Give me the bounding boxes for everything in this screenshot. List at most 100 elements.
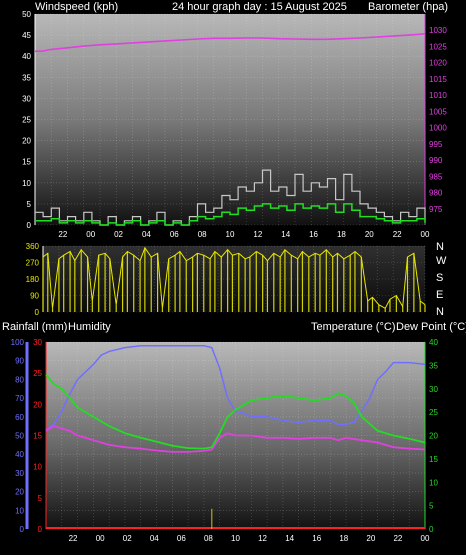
windspeed-axis-title: Windspeed (kph) <box>35 1 118 13</box>
temp-y-tick-label: 30 <box>429 385 438 394</box>
wind-y-tick-label: 20 <box>22 137 31 146</box>
temp-y-tick-label: 0 <box>429 525 434 534</box>
rain-y-tick-label: 0 <box>38 525 43 534</box>
wind-x-tick-label: 20 <box>365 230 374 239</box>
thd-x-tick-label: 22 <box>69 534 78 543</box>
temp-y-tick-label: 5 <box>429 502 434 511</box>
rainfall-axis-title: Rainfall (mm) <box>2 321 67 333</box>
thd-x-tick-label: 14 <box>285 534 294 543</box>
wind-x-tick-label: 14 <box>281 230 290 239</box>
barometer-y-tick-label: 1025 <box>429 42 447 51</box>
direction-label-e: E <box>436 289 443 301</box>
temperature-line <box>45 374 426 450</box>
rain-y-tick-label: 25 <box>33 369 42 378</box>
humidity-y-tick-label: 0 <box>20 525 25 534</box>
humidity-y-tick-label: 50 <box>15 432 24 441</box>
temperature-axis-title: Temperature (°C) <box>311 321 395 333</box>
humidity-y-tick-label: 30 <box>15 469 24 478</box>
dewpoint-line <box>45 425 426 453</box>
wind-direction-chart: 0 90 180 270 360 <box>26 242 426 317</box>
wind-x-tick-label: 04 <box>142 230 151 239</box>
wind-x-tick-label: 18 <box>337 230 346 239</box>
barometer-y-tick-label: 1005 <box>429 107 447 116</box>
barometer-y-tick-label: 1000 <box>429 124 447 133</box>
direction-line <box>42 246 426 309</box>
humidity-y-tick-label: 100 <box>11 338 25 347</box>
barometer-y-tick-label: 995 <box>429 140 443 149</box>
wind-y-tick-label: 35 <box>22 73 31 82</box>
direction-y-tick-label: 180 <box>26 275 40 284</box>
rain-y-tick-label: 20 <box>33 400 42 409</box>
wind-average-line <box>35 203 426 226</box>
direction-label-s: S <box>436 272 443 284</box>
thd-x-tick-label: 12 <box>258 534 267 543</box>
rain-y-tick-label: 5 <box>38 494 43 503</box>
temp-y-tick-label: 25 <box>429 408 438 417</box>
direction-y-tick-label: 0 <box>35 308 40 317</box>
temp-y-tick-label: 35 <box>429 361 438 370</box>
barometer-y-tick-label: 1010 <box>429 91 447 100</box>
temp-y-tick-label: 40 <box>429 338 438 347</box>
thd-x-tick-label: 04 <box>150 534 159 543</box>
rain-y-tick-label: 10 <box>33 463 42 472</box>
wind-x-tick-label: 08 <box>198 230 207 239</box>
direction-label-n-bottom: N <box>436 306 444 318</box>
direction-label-n-top: N <box>436 241 444 253</box>
direction-y-tick-label: 360 <box>26 242 40 251</box>
barometer-axis-title: Barometer (hpa) <box>368 1 448 13</box>
wind-x-tick-label: 22 <box>58 230 67 239</box>
humidity-y-tick-label: 20 <box>15 488 24 497</box>
temp-y-tick-label: 10 <box>429 478 438 487</box>
temp-y-tick-label: 20 <box>429 432 438 441</box>
barometer-y-tick-label: 1015 <box>429 75 447 84</box>
humidity-y-tick-label: 40 <box>15 450 24 459</box>
wind-x-tick-label: 12 <box>253 230 262 239</box>
wind-y-tick-label: 50 <box>22 10 31 19</box>
wind-y-tick-label: 40 <box>22 52 31 61</box>
barometer-y-tick-label: 1020 <box>429 59 447 68</box>
graph-title: 24 hour graph day : 15 August 2025 <box>172 1 347 13</box>
temperature-humidity-chart: 0 10 20 30 40 50 60 70 80 90 100 0 5 10 15 20 25 30 0 5 10 15… <box>11 338 439 543</box>
thd-x-tick-label: 06 <box>177 534 186 543</box>
barometer-line <box>34 33 426 53</box>
wind-x-tick-label: 02 <box>114 230 123 239</box>
thd-x-tick-label: 00 <box>421 534 430 543</box>
wind-barometer-chart: 0510152025303540455097598098599099510001… <box>22 10 447 239</box>
thd-x-tick-label: 10 <box>231 534 240 543</box>
thd-x-tick-label: 02 <box>123 534 132 543</box>
wind-x-tick-label: 00 <box>86 230 95 239</box>
wind-y-tick-label: 25 <box>22 116 31 125</box>
wind-y-tick-label: 15 <box>22 158 31 167</box>
thd-x-tick-label: 18 <box>339 534 348 543</box>
humidity-line <box>45 344 426 431</box>
wind-y-tick-label: 5 <box>27 200 32 209</box>
thd-x-tick-label: 08 <box>204 534 213 543</box>
humidity-y-tick-label: 80 <box>15 375 24 384</box>
humidity-y-tick-label: 90 <box>15 357 24 366</box>
wind-x-tick-label: 06 <box>170 230 179 239</box>
wind-x-tick-label: 16 <box>309 230 318 239</box>
humidity-axis-title: Humidity <box>68 321 111 333</box>
barometer-y-tick-label: 975 <box>429 205 443 214</box>
barometer-y-tick-label: 1030 <box>429 26 447 35</box>
rain-y-tick-label: 30 <box>33 338 42 347</box>
rain-y-tick-label: 15 <box>33 432 42 441</box>
thd-x-tick-label: 16 <box>312 534 321 543</box>
barometer-y-tick-label: 985 <box>429 172 443 181</box>
wind-y-tick-label: 30 <box>22 94 31 103</box>
dewpoint-axis-title: Dew Point (°C) <box>396 321 466 333</box>
direction-y-tick-label: 90 <box>30 292 39 301</box>
barometer-y-tick-label: 990 <box>429 156 443 165</box>
wind-y-tick-label: 10 <box>22 179 31 188</box>
wind-y-tick-label: 0 <box>27 221 32 230</box>
barometer-y-tick-label: 980 <box>429 189 443 198</box>
wind-x-tick-label: 00 <box>421 230 430 239</box>
wind-x-tick-label: 10 <box>226 230 235 239</box>
direction-label-w: W <box>436 255 447 267</box>
humidity-y-tick-label: 70 <box>15 394 24 403</box>
wind-y-tick-label: 45 <box>22 31 31 40</box>
humidity-y-tick-label: 60 <box>15 413 24 422</box>
temp-y-tick-label: 15 <box>429 455 438 464</box>
